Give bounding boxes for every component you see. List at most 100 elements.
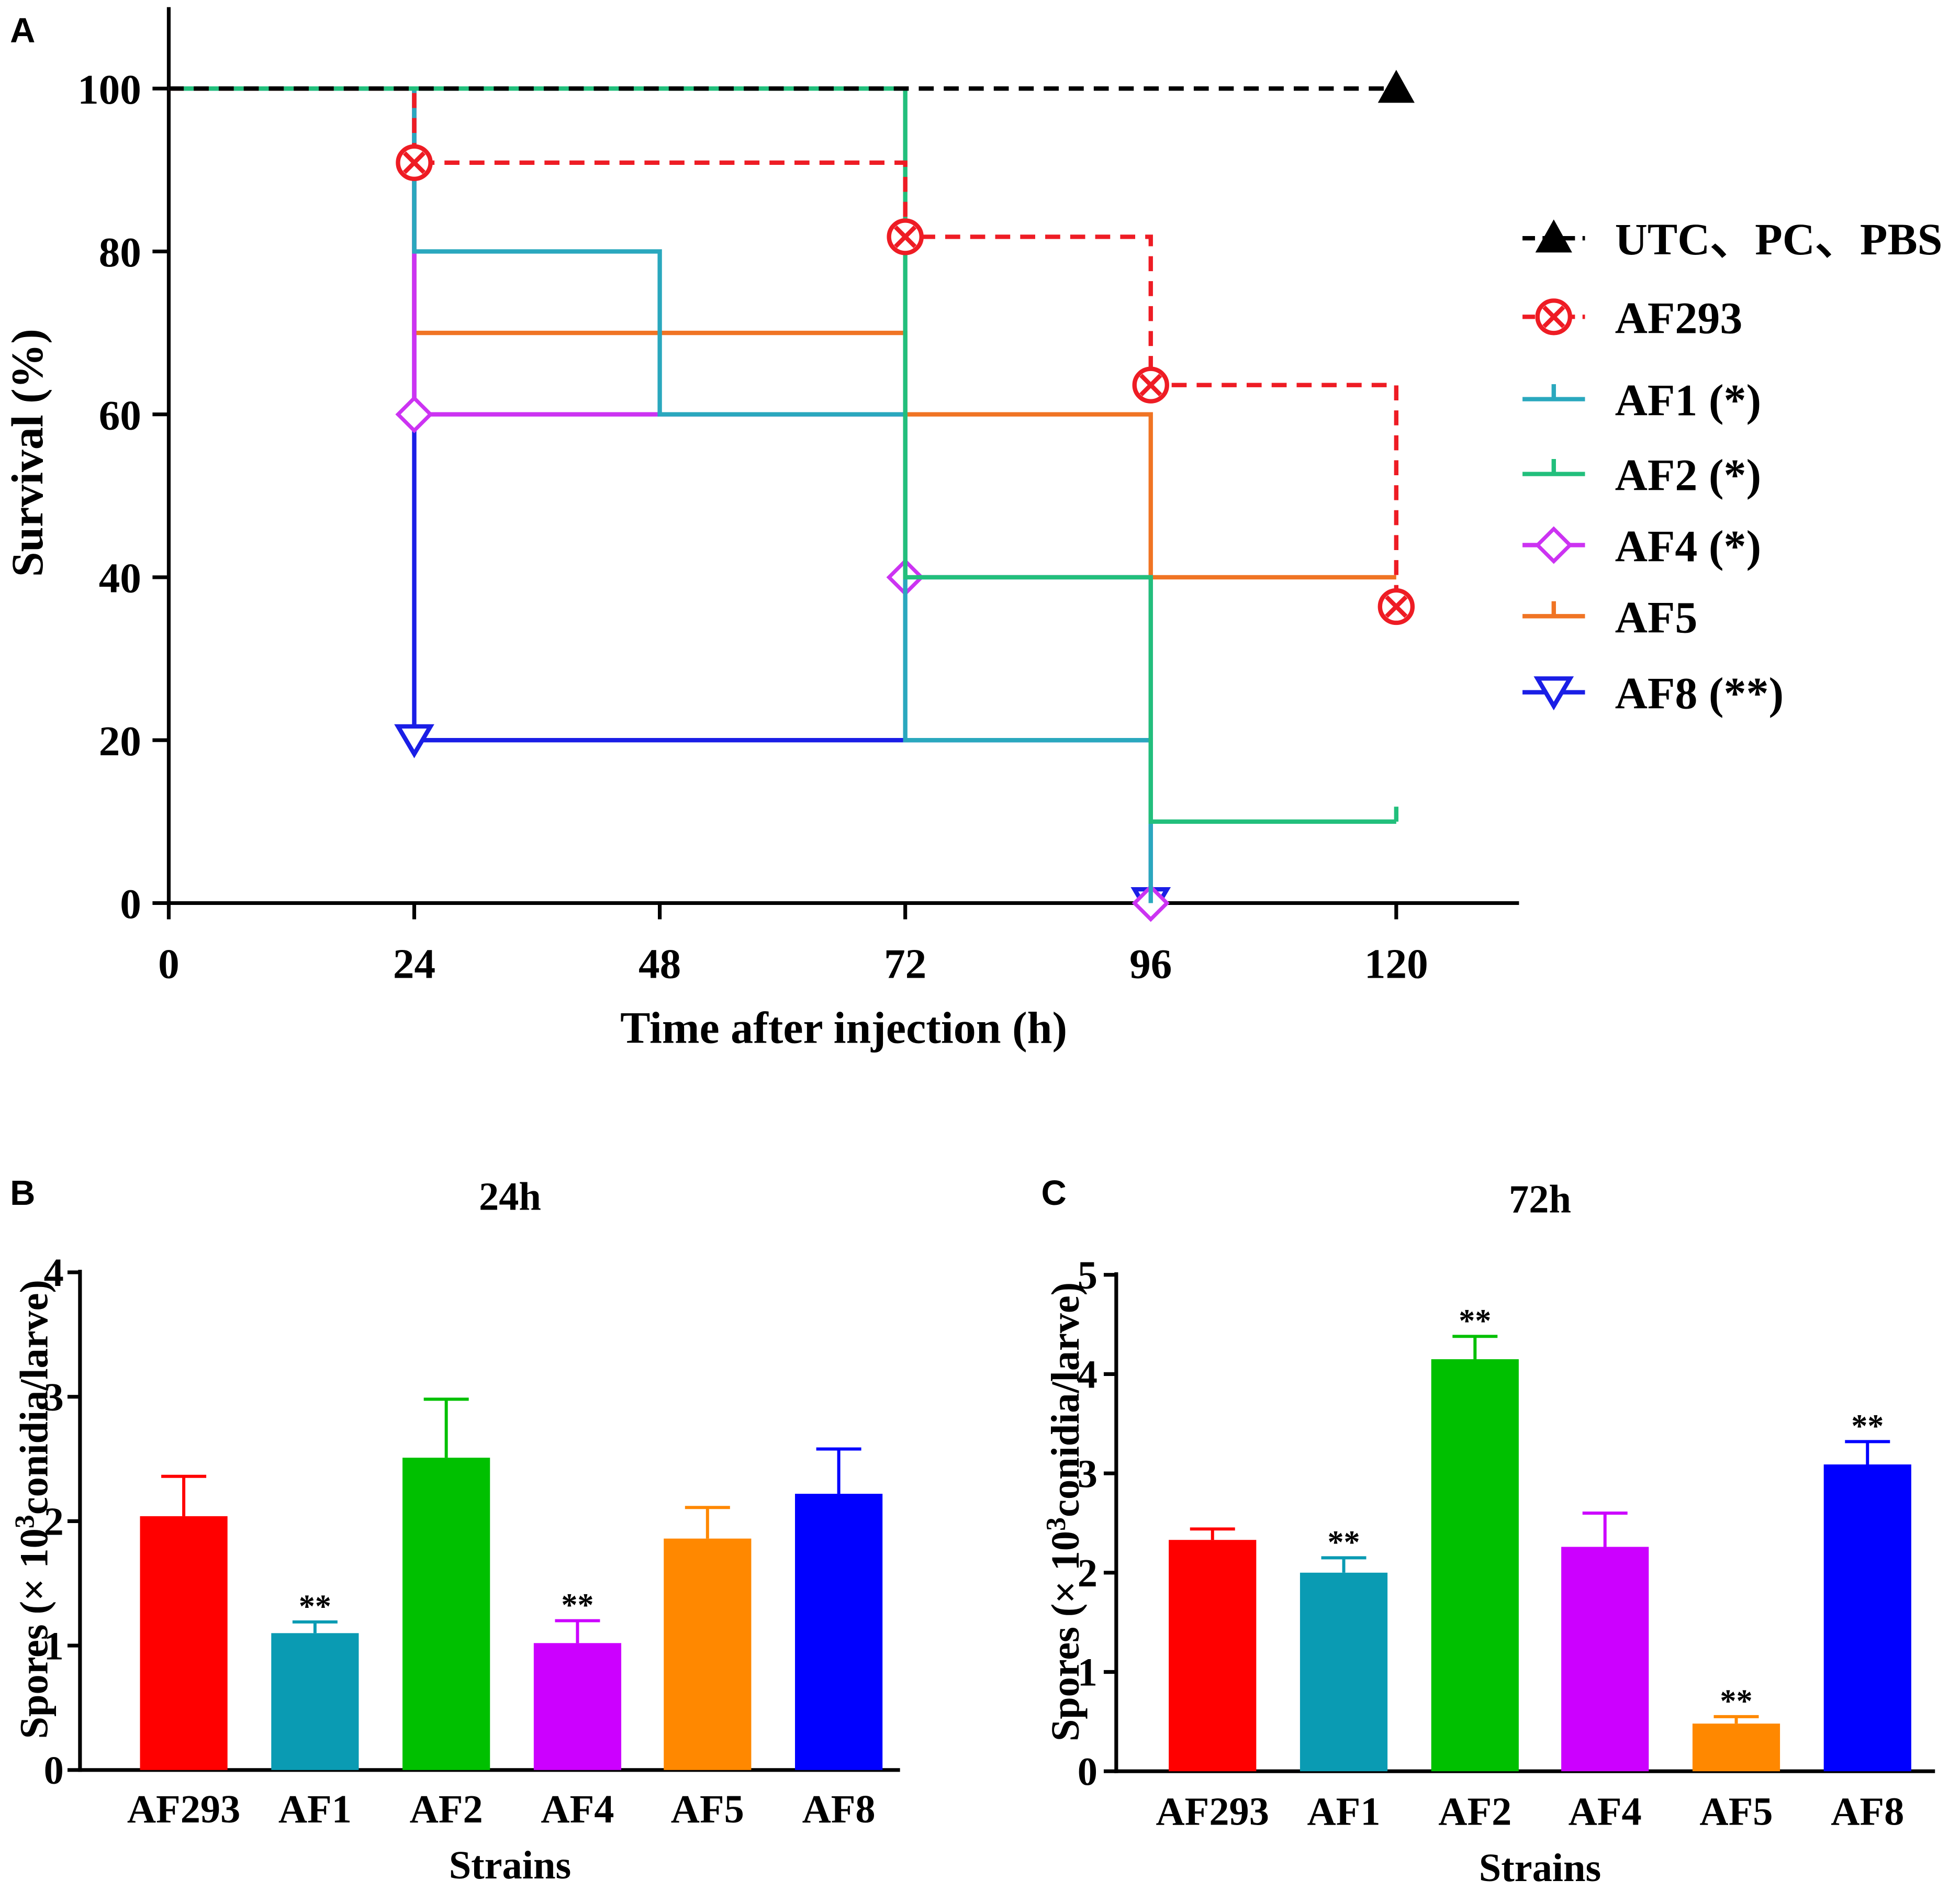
- panel-a-legend: UTC、PC、PBS AF293 AF1 (*) AF2 (*) AF4 (*) AF5 A…: [1522, 214, 1943, 719]
- y-axis-label-suffix: conidia/larve): [12, 1280, 57, 1515]
- panel-c-x-axis-label: Strains: [1479, 1845, 1601, 1890]
- circle-x-marker: [887, 218, 924, 255]
- bar: [1169, 1540, 1257, 1772]
- panel-b-plot-area: 0 1 2 3 4 AF293 ** AF1 AF2 ** AF4 AF5 AF8: [44, 1250, 900, 1831]
- panel-c-y-axis-label: Spores (× 103conidia/larve): [1041, 1282, 1088, 1741]
- marker-cross-stroke: [894, 225, 917, 248]
- bar-group-af4: AF4: [1561, 1511, 1649, 1834]
- y-tick-label: 2: [44, 1500, 64, 1544]
- category-label: AF293: [127, 1787, 240, 1831]
- y-tick-label: 4: [44, 1250, 64, 1295]
- y-axis-label-prefix: Spores (× 10: [1043, 1531, 1088, 1741]
- category-label: AF2: [1438, 1789, 1511, 1834]
- legend-entry-af4: AF4 (*): [1522, 521, 1761, 572]
- legend-label: AF293: [1615, 293, 1743, 343]
- category-label: AF4: [541, 1787, 614, 1831]
- y-tick-label: 4: [1078, 1352, 1097, 1397]
- marker-cross-stroke: [1139, 374, 1162, 397]
- bar: [1692, 1724, 1780, 1772]
- significance-label: **: [299, 1588, 331, 1624]
- y-tick-label: 0: [120, 880, 141, 927]
- panel-b-title: 24h: [479, 1174, 541, 1219]
- y-tick-label: 0: [44, 1748, 64, 1793]
- legend-entry-af5: AF5: [1522, 592, 1697, 642]
- y-tick-label: 5: [1078, 1253, 1097, 1297]
- legend-entry-af1: AF1 (*): [1522, 375, 1761, 426]
- series-af293: [169, 86, 1415, 625]
- x-tick-label: 96: [1129, 941, 1172, 988]
- diamond-marker: [395, 395, 433, 433]
- y-axis-label-superscript: 3: [1041, 1517, 1071, 1531]
- y-tick-label: 0: [1078, 1749, 1097, 1794]
- bar: [1823, 1464, 1911, 1772]
- y-axis-label-suffix: conidia/larve): [1043, 1282, 1088, 1517]
- y-tick-label: 1: [44, 1624, 64, 1668]
- legend-entry-af293: AF293: [1522, 293, 1742, 343]
- y-tick-label: 3: [1078, 1451, 1097, 1496]
- bar-group-af5: AF5: [664, 1506, 752, 1831]
- marker-cross-stroke: [1542, 305, 1565, 328]
- legend-label: AF8 (**): [1615, 668, 1784, 719]
- x-tick-label: 72: [884, 941, 926, 988]
- panel-b-label: B: [10, 1174, 35, 1213]
- panel-a-y-axis-label: Survival (%): [2, 329, 52, 577]
- panel-a-x-axis-label: Time after injection (h): [620, 1002, 1067, 1053]
- legend-label: AF4 (*): [1615, 521, 1761, 572]
- triangle-down-marker: [394, 724, 434, 758]
- significance-label: **: [561, 1587, 593, 1623]
- x-tick-label: 0: [158, 941, 180, 988]
- significance-label: **: [1720, 1683, 1752, 1719]
- y-tick-label: 100: [77, 66, 141, 113]
- category-label: AF8: [1831, 1789, 1904, 1834]
- y-tick-label: 60: [99, 391, 141, 439]
- legend-label: AF2 (*): [1615, 450, 1761, 500]
- legend-label: UTC、PC、PBS: [1615, 214, 1943, 264]
- y-tick-label: 80: [99, 229, 141, 276]
- bar: [1431, 1359, 1519, 1772]
- y-tick-label: 20: [99, 718, 141, 765]
- triangle-down-marker: [1533, 676, 1574, 711]
- category-label: AF5: [1699, 1789, 1773, 1834]
- circle-x-marker: [396, 144, 433, 181]
- y-tick-label: 1: [1078, 1650, 1097, 1695]
- triangle-up-marker: [1377, 70, 1415, 103]
- y-tick-label: 3: [44, 1375, 64, 1419]
- bar-group-af5: ** AF5: [1692, 1683, 1780, 1834]
- significance-label: **: [1459, 1303, 1491, 1339]
- y-axis-label-superscript: 3: [9, 1515, 40, 1528]
- bar: [140, 1516, 228, 1770]
- legend-label: AF1 (*): [1615, 375, 1761, 426]
- significance-label: **: [1851, 1408, 1884, 1444]
- bar-group-af8: ** AF8: [1823, 1408, 1911, 1834]
- x-tick-label: 120: [1364, 941, 1428, 988]
- y-tick-label: 2: [1078, 1551, 1097, 1595]
- category-label: AF4: [1569, 1789, 1642, 1834]
- category-label: AF293: [1156, 1789, 1269, 1834]
- circle-x-marker: [1535, 298, 1573, 335]
- category-label: AF5: [671, 1787, 744, 1831]
- circle-x-marker: [1132, 366, 1169, 404]
- bar-group-af1: ** AF1: [271, 1588, 359, 1831]
- legend-entry-af8: AF8 (**): [1522, 668, 1784, 719]
- legend-entry-af2: AF2 (*): [1522, 450, 1761, 500]
- bar: [533, 1643, 622, 1770]
- bar-group-af293: AF293: [1156, 1527, 1269, 1834]
- y-tick-label: 40: [99, 555, 141, 602]
- bar: [271, 1633, 359, 1770]
- panel-c-bar-chart: C 72h 0 1 2 3 4 5 AF293 ** AF1 ** AF2 AF4 ** AF5 ** AF8…: [1041, 1174, 1935, 1890]
- x-tick-label: 24: [393, 941, 435, 988]
- bar-group-af2: AF2: [402, 1397, 490, 1831]
- series-utc-pc-pbs: [169, 70, 1415, 103]
- category-label: AF1: [278, 1787, 352, 1831]
- bar-group-af1: ** AF1: [1300, 1525, 1388, 1834]
- bar: [1300, 1572, 1388, 1772]
- survival-step-line: [169, 86, 1153, 903]
- panel-a-survival-chart: A 0 24 48 72 96 120 0 20 40 60 80 100 UTC、PC、PBS AF2…: [2, 7, 1943, 1053]
- circle-x-marker: [1377, 588, 1415, 625]
- marker-cross-stroke: [402, 151, 426, 174]
- panel-b-x-axis-label: Strains: [449, 1843, 572, 1887]
- panel-c-label: C: [1041, 1174, 1067, 1213]
